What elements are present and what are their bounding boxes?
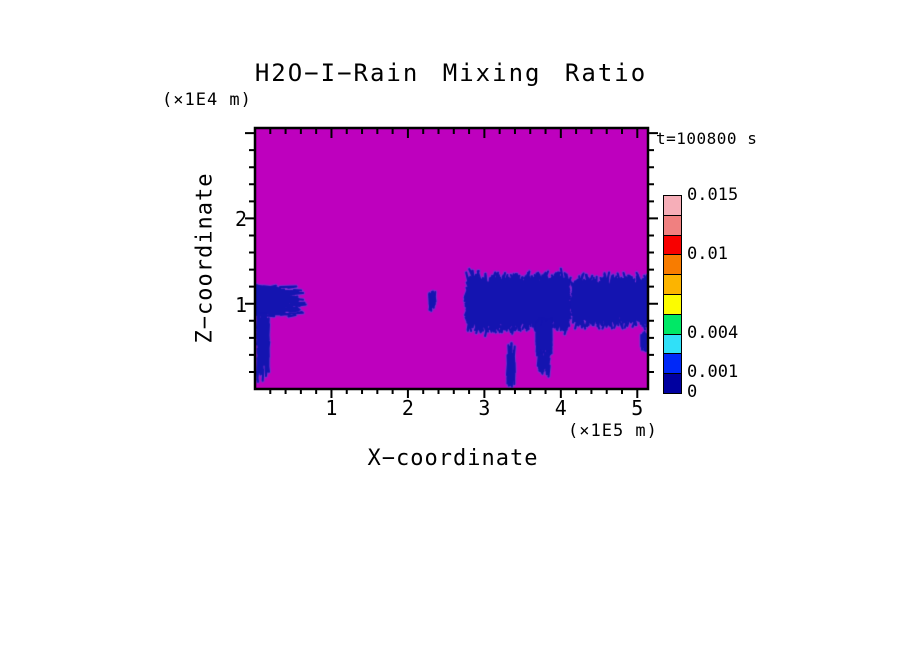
heatmap-field xyxy=(255,128,648,389)
colorbar-segment xyxy=(664,374,681,393)
x-tick-label: 2 xyxy=(401,396,414,420)
colorbar-segment xyxy=(664,196,681,216)
colorbar-segment xyxy=(664,294,681,315)
z-axis-unit-label: (×1E4 m) xyxy=(162,90,252,110)
colorbar-tick-label: 0.01 xyxy=(687,244,728,265)
colorbar-tick-label: 0.015 xyxy=(687,185,739,205)
z-tick-label: 2 xyxy=(234,207,247,232)
z-tick-label: 1 xyxy=(234,292,247,317)
time-annotation: t=100800 s xyxy=(656,129,758,148)
x-tick-label: 3 xyxy=(478,396,491,420)
colorbar-segment xyxy=(664,334,681,355)
x-tick-label: 4 xyxy=(554,396,567,420)
colorbar xyxy=(663,195,682,394)
colorbar-tick-label: 0 xyxy=(687,382,698,402)
x-tick-label: 5 xyxy=(631,396,644,420)
colorbar-segment xyxy=(664,354,681,375)
z-axis-title: Z−coordinate xyxy=(192,172,218,344)
colorbar-segment xyxy=(664,275,681,295)
x-axis-unit-label: (×1E5 m) xyxy=(568,421,658,441)
colorbar-tick-label: 0.004 xyxy=(687,322,739,343)
colorbar-segment xyxy=(664,235,681,256)
x-tick-label: 1 xyxy=(325,396,338,420)
colorbar-segment xyxy=(664,314,681,335)
plot-title: H2O−I−Rain Mixing Ratio xyxy=(254,59,648,87)
x-axis-title: X−coordinate xyxy=(367,446,539,471)
colorbar-segment xyxy=(664,255,681,276)
colorbar-tick-label: 0.001 xyxy=(687,362,739,383)
colorbar-segment xyxy=(664,215,681,236)
